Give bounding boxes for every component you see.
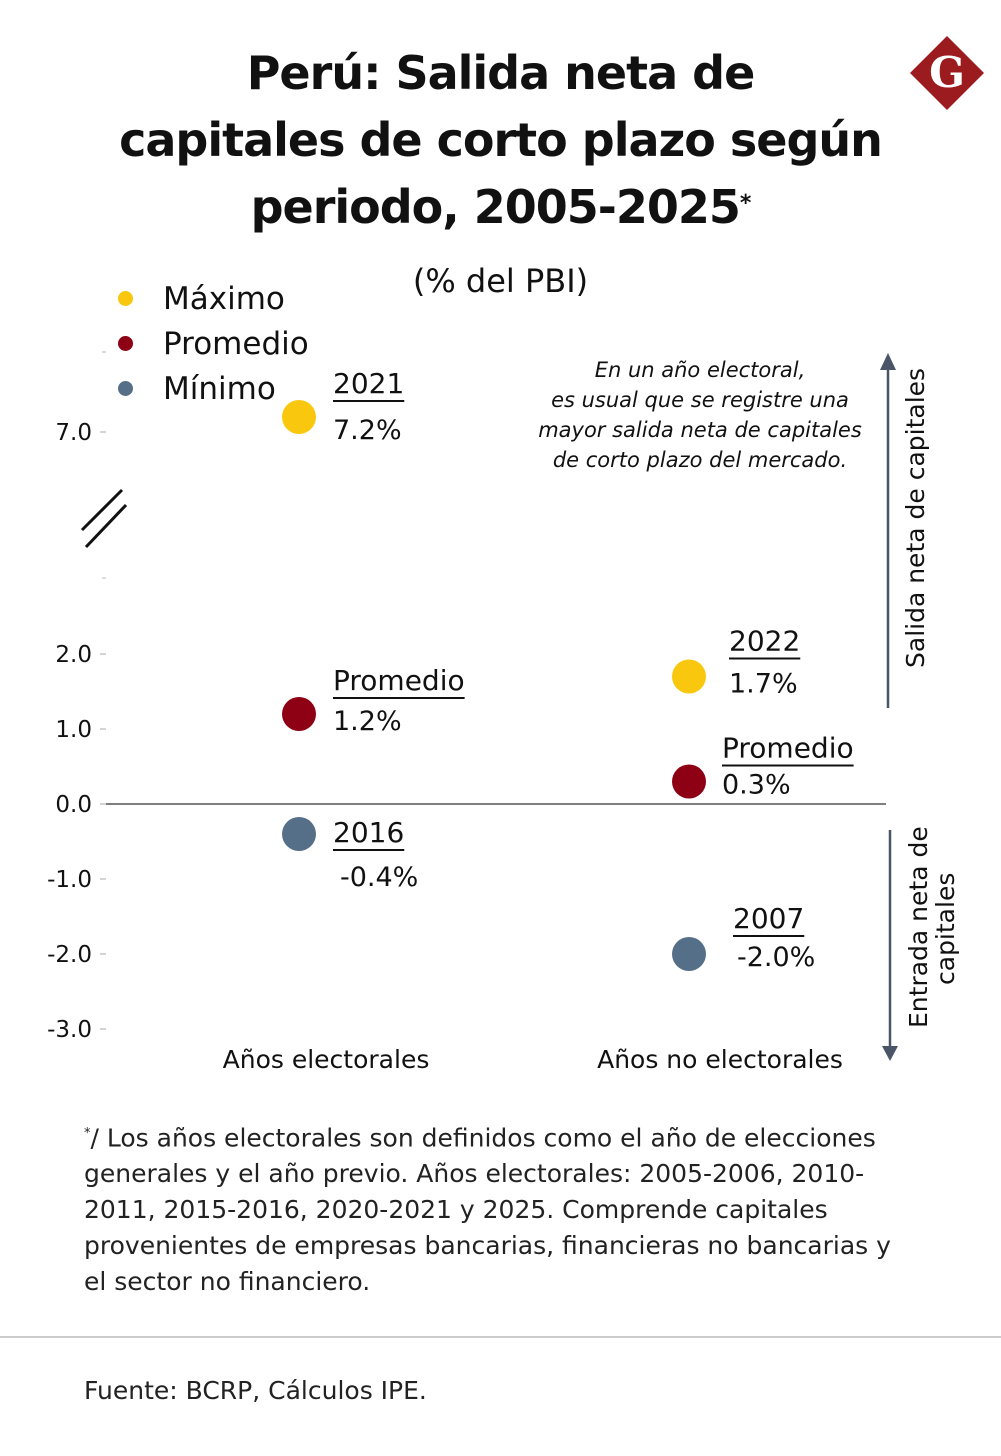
point-value-label: -2.0%: [737, 942, 815, 973]
category-label: Años no electorales: [597, 1045, 843, 1074]
legend-dot-minimo: [118, 381, 133, 396]
legend-label-maximo: Máximo: [163, 280, 285, 317]
point-value-label: -0.4%: [340, 862, 418, 893]
point-label: 2022: [729, 625, 800, 658]
point-label: 2021: [333, 367, 404, 400]
source-text: Fuente: BCRP, Cálculos IPE.: [84, 1376, 427, 1405]
point-label: 2016: [333, 816, 404, 849]
annotation-note: En un año electoral, es usual que se reg…: [520, 355, 880, 475]
legend-item-minimo: Mínimo: [118, 366, 309, 411]
title-line-2: capitales de corto plazo según: [119, 113, 883, 167]
y-tick-label: 2.0: [55, 642, 92, 668]
data-point-maximo-0: [282, 400, 316, 434]
legend-item-promedio: Promedio: [118, 321, 309, 366]
side-label-entrada-1: Entrada neta de: [904, 826, 933, 1028]
arrow-up-salida: [880, 353, 896, 708]
arrow-down-entrada: [882, 830, 898, 1061]
side-label-entrada-2: capitales: [931, 873, 960, 985]
point-value-label: 1.7%: [729, 669, 798, 700]
title-line-3-text: periodo, 2005-2025: [250, 180, 741, 234]
y-tick-label: -2.0: [47, 942, 92, 968]
divider: [0, 1336, 1001, 1338]
y-tick-label: -1.0: [47, 867, 92, 893]
point-label: Promedio: [722, 732, 854, 765]
title-line-1: Perú: Salida neta de: [246, 46, 756, 100]
footnote: */ Los años electorales son definidos co…: [84, 1116, 914, 1300]
legend-label-promedio: Promedio: [163, 325, 309, 362]
legend: Máximo Promedio Mínimo: [118, 276, 309, 411]
data-point-minimo-0: [282, 817, 316, 851]
axis-break-icon: [80, 488, 128, 549]
footnote-mark: *: [84, 1126, 91, 1141]
data-points: [282, 400, 706, 971]
legend-item-maximo: Máximo: [118, 276, 309, 321]
data-point-maximo-1: [672, 659, 706, 694]
point-label: 2007: [733, 902, 804, 935]
y-axis: 7.0 2.0 1.0 0.0 -1.0 -2.0 -3.0: [47, 351, 106, 1043]
y-tick-label: 1.0: [55, 717, 92, 743]
category-labels: Años electorales Años no electorales: [223, 1045, 843, 1074]
logo-diamond: [910, 36, 984, 110]
data-annotations: 2021 7.2% 2022 1.7% Promedio 1.2% Promedio 0.3%…: [333, 367, 854, 973]
point-value-label: 0.3%: [722, 770, 791, 801]
category-label: Años electorales: [223, 1045, 430, 1074]
legend-dot-promedio: [118, 336, 133, 351]
logo-letter: G: [929, 48, 965, 97]
data-point-promedio-1: [672, 764, 706, 799]
chart-plot: 7.0 2.0 1.0 0.0 -1.0 -2.0 -3.0 2021 7.2% 2022 1.7…: [47, 351, 960, 1074]
data-point-promedio-0: [282, 697, 316, 731]
data-point-minimo-1: [672, 937, 706, 971]
arrow-down-icon: [882, 1046, 898, 1061]
side-label-salida: Salida neta de capitales: [901, 368, 930, 668]
y-tick-label: 0.0: [55, 792, 92, 818]
title-footnote-mark: *: [739, 191, 751, 216]
note-line-2: es usual que se registre una: [551, 388, 849, 412]
y-tick-label: 7.0: [55, 420, 92, 446]
y-tick-label: -3.0: [47, 1017, 92, 1043]
note-line-4: de corto plazo del mercado.: [552, 448, 848, 472]
legend-label-minimo: Mínimo: [163, 370, 276, 407]
arrow-up-icon: [880, 353, 896, 370]
note-line-3: mayor salida neta de capitales: [538, 418, 862, 442]
footnote-text: / Los años electorales son definidos com…: [84, 1123, 891, 1297]
legend-dot-maximo: [118, 291, 133, 306]
chart-subtitle: (% del PBI): [412, 262, 589, 300]
point-label: Promedio: [333, 664, 465, 697]
chart-title: Perú: Salida neta de capitales de corto …: [0, 40, 1001, 241]
point-value-label: 7.2%: [333, 415, 402, 446]
note-line-1: En un año electoral,: [594, 358, 806, 382]
gestion-logo-icon: G: [910, 36, 984, 110]
title-line-3: periodo, 2005-2025*: [0, 174, 1001, 241]
point-value-label: 1.2%: [333, 706, 402, 737]
